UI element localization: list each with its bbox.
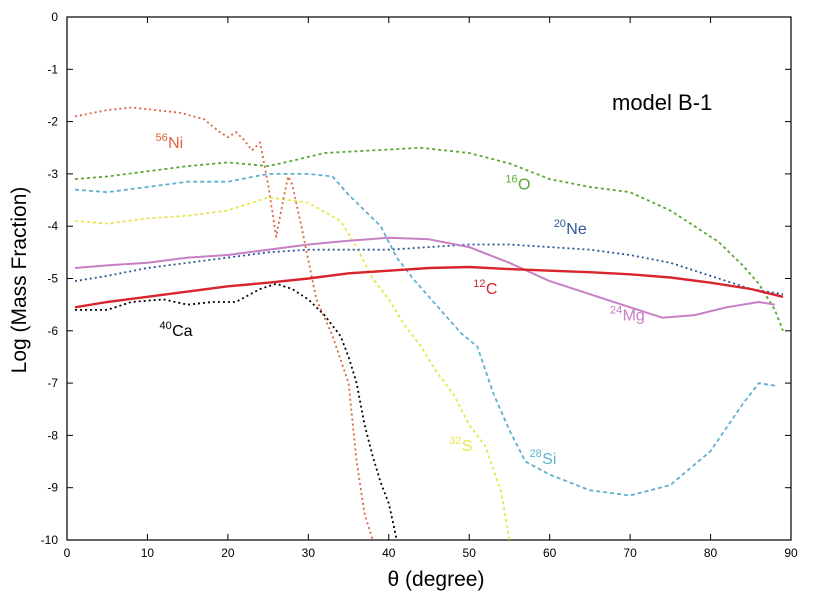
series-label-40Ca: 40 Ca [160,320,193,340]
x-tick-label: 70 [623,546,637,560]
y-tick-label: -6 [47,324,58,338]
x-tick-label: 30 [302,546,316,560]
series-label-24Mg: 24 Mg [610,304,645,324]
x-tick-label: 40 [382,546,396,560]
x-tick-label: 50 [463,546,477,560]
series-labels: 16 O 28 Si 32 S 56 Ni 20 Ne 24 Mg 12 C 40 Ca [155,132,644,468]
isotope-mass-number: 28 [530,448,542,460]
isotope-element-symbol: S [462,438,473,455]
isotope-element-symbol: O [518,177,530,194]
x-tick-label: 20 [221,546,235,560]
y-tick-label: -1 [47,62,58,76]
x-tick-label: 10 [141,546,155,560]
series-label-20Ne: 20 Ne [554,218,587,238]
isotope-mass-number: 16 [505,174,517,186]
y-tick-label: -3 [47,167,58,181]
isotope-mass-number: 24 [610,304,622,316]
x-tick-label: 60 [543,546,557,560]
series-label-12C: 12 C [473,278,497,298]
y-tick-label: 0 [51,10,58,24]
isotope-mass-number: 12 [473,278,485,290]
y-tick-label: -10 [41,533,59,547]
x-tick-label: 90 [784,546,798,560]
series-line-12C [74,265,784,309]
isotope-mass-number: 40 [160,320,172,332]
series-label-56Ni: 56 Ni [155,132,183,152]
x-axis-title: θ (degree) [388,568,485,591]
isotope-element-symbol: Ni [168,135,183,152]
isotope-element-symbol: Ne [566,221,587,238]
series-line-56Ni [74,106,374,541]
y-tick-label: -7 [47,376,58,390]
isotope-mass-number: 20 [554,218,566,230]
series-label-16O: 16 O [505,174,530,194]
isotope-element-symbol: Ca [172,323,193,340]
y-tick-label: -2 [47,115,58,129]
y-tick-label: -4 [47,219,58,233]
series-line-16O [74,146,784,332]
y-tick-label: -5 [47,272,58,286]
series-line-20Ne [74,243,784,296]
isotope-element-symbol: C [486,281,498,298]
series-label-28Si: 28 Si [530,448,557,468]
y-axis-title: Log (Mass Fraction) [8,187,31,374]
axis-ticks: 0 10 20 30 40 50 60 70 80 90 0 -1 -2 -3 -4 -5 -6 -7 -8 -9 -1… [41,10,798,560]
isotope-mass-number: 32 [449,435,461,447]
series-layer [74,106,784,541]
x-tick-label: 80 [704,546,718,560]
isotope-element-symbol: Mg [623,307,645,324]
series-line-32S [74,196,511,541]
series-label-32S: 32 S [449,435,472,455]
series-line-40Ca [75,282,398,541]
chart-title: model B-1 [612,90,712,115]
x-tick-label: 0 [64,546,71,560]
y-tick-label: -8 [47,428,58,442]
isotope-element-symbol: Si [542,451,556,468]
y-tick-label: -9 [47,481,58,495]
isotope-mass-number: 56 [155,132,167,144]
series-line-24Mg [74,236,776,319]
